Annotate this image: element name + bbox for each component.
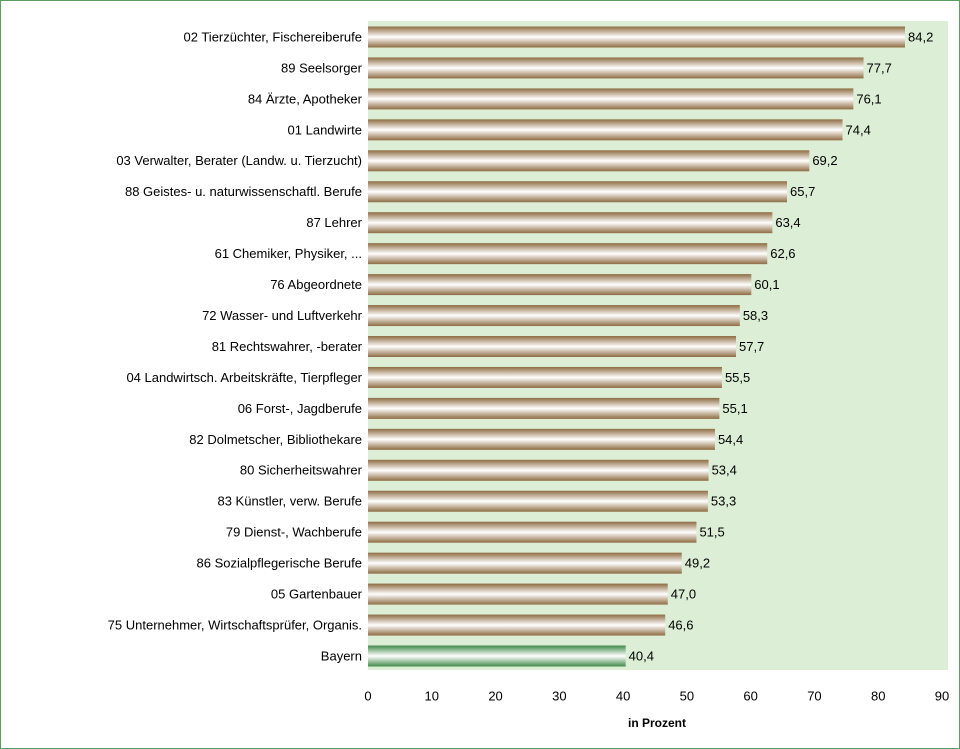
y-tick-label: 87 Lehrer xyxy=(306,215,362,230)
y-tick-label: 04 Landwirtsch. Arbeitskräfte, Tierpfleg… xyxy=(126,370,362,385)
y-tick-label: 84 Ärzte, Apotheker xyxy=(248,91,363,106)
data-label: 54,4 xyxy=(718,432,743,447)
data-label: 76,1 xyxy=(856,91,881,106)
bar xyxy=(368,336,736,357)
bar xyxy=(368,119,843,141)
y-tick-label: 82 Dolmetscher, Bibliothekare xyxy=(189,432,362,447)
data-label: 74,4 xyxy=(846,122,871,137)
bar xyxy=(368,305,740,327)
data-label: 65,7 xyxy=(790,184,815,199)
y-tick-label: 61 Chemiker, Physiker, ... xyxy=(215,246,362,261)
x-axis-label: in Prozent xyxy=(628,716,686,730)
x-tick-label: 70 xyxy=(807,688,821,703)
data-label: 69,2 xyxy=(812,153,837,168)
data-label: 57,7 xyxy=(739,339,764,354)
bar xyxy=(368,645,626,667)
y-tick-label: 76 Abgeordnete xyxy=(270,277,362,292)
bar xyxy=(368,459,709,481)
data-label: 55,1 xyxy=(722,401,747,416)
x-tick-label: 50 xyxy=(680,688,694,703)
data-label: 63,4 xyxy=(775,215,800,230)
y-tick-label: 86 Sozialpflegerische Berufe xyxy=(197,556,363,571)
bar xyxy=(368,274,752,296)
y-tick-label: 83 Künstler, verw. Berufe xyxy=(217,494,362,509)
data-label: 53,3 xyxy=(711,494,736,509)
y-tick-label: 06 Forst-, Jagdberufe xyxy=(238,401,362,416)
bar xyxy=(368,243,768,265)
x-tick-label: 0 xyxy=(364,688,371,703)
bar xyxy=(368,614,666,636)
data-label: 53,4 xyxy=(712,463,737,478)
data-label: 60,1 xyxy=(754,277,779,292)
x-tick-label: 10 xyxy=(425,688,439,703)
data-label: 47,0 xyxy=(671,587,696,602)
bar xyxy=(368,181,788,203)
y-tick-label: Bayern xyxy=(321,648,362,663)
x-tick-label: 30 xyxy=(552,688,566,703)
bar xyxy=(368,397,720,419)
bar xyxy=(368,428,715,450)
y-tick-label: 75 Unternehmer, Wirtschaftsprüfer, Organ… xyxy=(108,617,362,632)
y-tick-label: 05 Gartenbauer xyxy=(271,587,363,602)
y-tick-label: 88 Geistes- u. naturwissenschaftl. Beruf… xyxy=(125,184,362,199)
x-tick-label: 40 xyxy=(616,688,630,703)
y-tick-label: 79 Dienst-, Wachberufe xyxy=(226,525,362,540)
bar xyxy=(368,552,682,574)
bar xyxy=(368,583,668,605)
y-tick-label: 72 Wasser- und Luftverkehr xyxy=(202,308,363,323)
x-tick-label: 90 xyxy=(935,688,949,703)
data-label: 49,2 xyxy=(685,556,710,571)
data-label: 40,4 xyxy=(629,648,654,663)
data-label: 55,5 xyxy=(725,370,750,385)
y-tick-label: 81 Rechtswahrer, -berater xyxy=(212,339,363,354)
data-label: 58,3 xyxy=(743,308,768,323)
bar xyxy=(368,150,810,172)
data-label: 51,5 xyxy=(699,525,724,540)
x-tick-label: 20 xyxy=(488,688,502,703)
data-label: 62,6 xyxy=(770,246,795,261)
y-tick-label: 02 Tierzüchter, Fischereiberufe xyxy=(184,29,362,44)
bar xyxy=(368,88,854,110)
y-tick-label: 03 Verwalter, Berater (Landw. u. Tierzuc… xyxy=(116,153,362,168)
bar xyxy=(368,26,906,48)
y-tick-label: 80 Sicherheitswahrer xyxy=(240,463,363,478)
data-label: 77,7 xyxy=(867,60,892,75)
y-tick-label: 01 Landwirte xyxy=(288,122,362,137)
data-label: 84,2 xyxy=(908,29,933,44)
bar xyxy=(368,521,697,543)
y-tick-label: 89 Seelsorger xyxy=(281,60,363,75)
bar xyxy=(368,57,864,79)
bar xyxy=(368,490,708,512)
bar xyxy=(368,366,722,388)
x-tick-label: 60 xyxy=(743,688,757,703)
bar xyxy=(368,212,773,234)
x-tick-label: 80 xyxy=(871,688,885,703)
data-label: 46,6 xyxy=(668,617,693,632)
